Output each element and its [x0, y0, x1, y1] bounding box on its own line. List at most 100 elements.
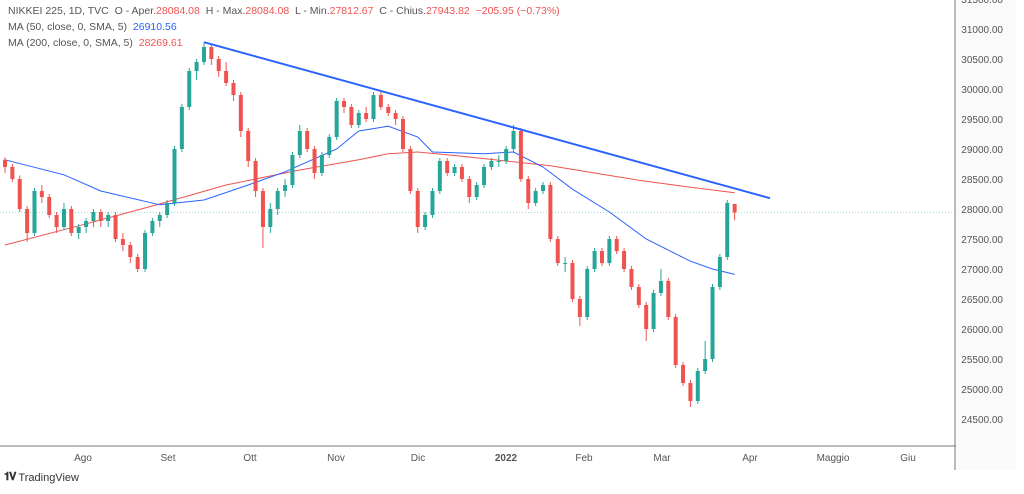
candle-body [25, 209, 30, 233]
candle [614, 236, 619, 254]
candle-body [275, 191, 280, 209]
candle [555, 236, 560, 266]
ma50-row[interactable]: MA (50, close, 0, SMA, 5) 26910.56 [8, 19, 560, 35]
candle [364, 107, 369, 122]
candle [371, 92, 376, 122]
candle-body [165, 203, 170, 215]
candle [452, 164, 457, 176]
candle [658, 269, 663, 296]
candle [297, 125, 302, 158]
candle-body [290, 155, 295, 185]
high-value: 28084.08 [245, 5, 290, 17]
candle [504, 146, 509, 164]
candle-body [61, 209, 66, 227]
candle [415, 188, 420, 233]
candle [474, 182, 479, 200]
candle [489, 158, 494, 170]
tradingview-logo[interactable]: 𝟏𝐕 TradingView [4, 471, 79, 484]
ma200-label: MA (200, close, 0, SMA, 5) [8, 37, 133, 49]
low-label: L - Min. [295, 5, 330, 17]
candle-body [408, 149, 413, 191]
candle-body [3, 159, 7, 167]
candle [526, 176, 531, 209]
close-label: C - Chius. [379, 5, 426, 17]
candle-body [423, 215, 428, 227]
candle [703, 341, 708, 374]
symbol-label: NIKKEI 225, 1D, TVC [8, 5, 109, 17]
candle [577, 296, 582, 326]
candle-body [356, 113, 361, 125]
candle-body [511, 131, 516, 149]
y-tick-label: 28000.00 [961, 205, 1003, 216]
candle-body [98, 212, 103, 221]
ohlc-row: NIKKEI 225, 1D, TVC O - Aper.28084.08 H … [8, 3, 560, 19]
candle [216, 56, 221, 77]
candle-body [268, 209, 273, 227]
y-tick-label: 29000.00 [961, 145, 1003, 156]
candle [179, 104, 184, 152]
candle-body [703, 359, 708, 371]
candle [437, 158, 442, 194]
candle-body [489, 161, 494, 167]
candle [541, 182, 546, 194]
candle [400, 116, 405, 152]
candle-body [209, 47, 214, 59]
x-tick-label: Set [160, 453, 175, 464]
candle [430, 188, 435, 218]
candle-body [482, 167, 487, 185]
candle-body [585, 269, 590, 317]
ma200-row[interactable]: MA (200, close, 0, SMA, 5) 28269.61 [8, 35, 560, 51]
candle-body [400, 119, 405, 149]
candle-body [658, 281, 663, 293]
candle-body [614, 239, 619, 251]
candle [187, 68, 192, 110]
x-tick-label: Ott [243, 453, 257, 464]
candle-body [518, 131, 523, 179]
candle [172, 146, 177, 206]
candle-body [563, 263, 568, 264]
candle-body [143, 233, 148, 269]
candle-body [644, 305, 649, 329]
y-tick-label: 26000.00 [961, 325, 1003, 336]
candle [120, 233, 125, 251]
candle [150, 218, 155, 236]
candle-body [201, 47, 206, 62]
candle-body [246, 131, 251, 161]
candle [3, 157, 7, 173]
candle-body [47, 197, 52, 215]
candle-body [717, 257, 722, 287]
open-label: O - Aper. [114, 5, 157, 17]
candle [695, 368, 700, 404]
candle-body [84, 221, 89, 227]
x-tick-label: Mar [653, 453, 671, 464]
open-value: 28084.08 [156, 5, 200, 17]
candle-body [187, 71, 192, 107]
candle [128, 242, 133, 263]
y-tick-label: 31000.00 [961, 25, 1003, 36]
candle-body [474, 185, 479, 197]
candle-body [467, 179, 472, 197]
candle [681, 362, 686, 386]
candle [209, 44, 214, 65]
candle-body [607, 239, 612, 263]
y-tick-label: 29500.00 [961, 115, 1003, 126]
candle [651, 290, 656, 332]
candle [312, 146, 317, 179]
candle [599, 248, 604, 266]
candle-body [526, 179, 531, 203]
candle [673, 314, 678, 368]
candle [32, 188, 37, 236]
candle-body [128, 245, 133, 257]
candle-body [393, 113, 398, 119]
candle [165, 200, 170, 218]
candle-body [445, 161, 450, 173]
candle [25, 206, 30, 242]
candle [548, 182, 553, 242]
candle [47, 194, 52, 218]
candle [143, 230, 148, 272]
candle-body [32, 191, 37, 233]
candle-body [179, 107, 184, 149]
low-value: 27812.67 [329, 5, 374, 17]
candle-body [238, 95, 243, 131]
